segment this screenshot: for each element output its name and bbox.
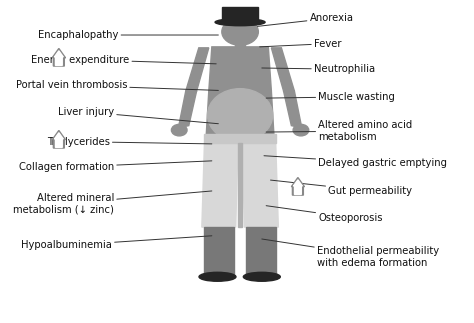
Text: Liver injury: Liver injury [58,107,219,124]
Ellipse shape [215,19,265,26]
Polygon shape [202,143,238,227]
Polygon shape [52,130,65,148]
Polygon shape [242,143,278,227]
Polygon shape [52,48,65,66]
Text: Triglycerides: Triglycerides [47,137,212,147]
Text: Osteoporosis: Osteoporosis [266,206,383,223]
FancyBboxPatch shape [204,227,234,274]
Polygon shape [55,133,63,147]
Polygon shape [292,178,304,195]
Ellipse shape [208,89,273,141]
Polygon shape [55,51,63,66]
Polygon shape [209,47,272,91]
Circle shape [172,124,187,136]
Polygon shape [178,91,197,128]
Text: Altered amino acid
metabolism: Altered amino acid metabolism [266,120,412,142]
Polygon shape [186,48,209,91]
Polygon shape [206,91,274,136]
Text: Endothelial permeability
with edema formation: Endothelial permeability with edema form… [262,239,439,268]
Circle shape [222,18,258,45]
FancyBboxPatch shape [204,134,276,143]
Text: Encaphalopathy: Encaphalopathy [38,30,219,40]
Text: Gut permeability: Gut permeability [271,180,412,196]
Polygon shape [272,48,294,91]
Text: Fever: Fever [260,39,341,49]
Polygon shape [283,91,302,128]
Text: Anorexia: Anorexia [257,13,354,26]
Circle shape [293,124,309,136]
Text: Neutrophilia: Neutrophilia [262,64,375,74]
FancyBboxPatch shape [246,227,276,274]
Text: Hypoalbuminemia: Hypoalbuminemia [21,236,212,250]
Text: Collagen formation: Collagen formation [19,161,212,172]
Text: Portal vein thrombosis: Portal vein thrombosis [16,80,219,90]
Ellipse shape [199,272,236,281]
Text: Altered mineral
metabolism (↓ zinc): Altered mineral metabolism (↓ zinc) [13,191,212,214]
Polygon shape [293,180,302,194]
FancyBboxPatch shape [238,143,242,227]
Text: Delayed gastric emptying: Delayed gastric emptying [264,156,447,168]
Ellipse shape [243,272,280,281]
Text: Energy expenditure: Energy expenditure [31,55,216,65]
FancyBboxPatch shape [222,6,258,23]
Text: Muscle wasting: Muscle wasting [266,92,395,102]
FancyBboxPatch shape [235,38,246,47]
